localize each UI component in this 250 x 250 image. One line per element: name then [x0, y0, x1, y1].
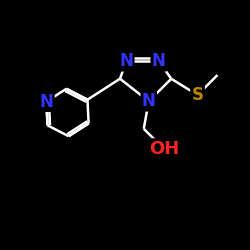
Text: OH: OH — [148, 140, 179, 158]
Text: N: N — [40, 92, 53, 110]
Text: N: N — [152, 52, 166, 70]
Text: N: N — [142, 92, 156, 110]
Text: N: N — [119, 52, 133, 70]
Text: S: S — [192, 86, 203, 104]
